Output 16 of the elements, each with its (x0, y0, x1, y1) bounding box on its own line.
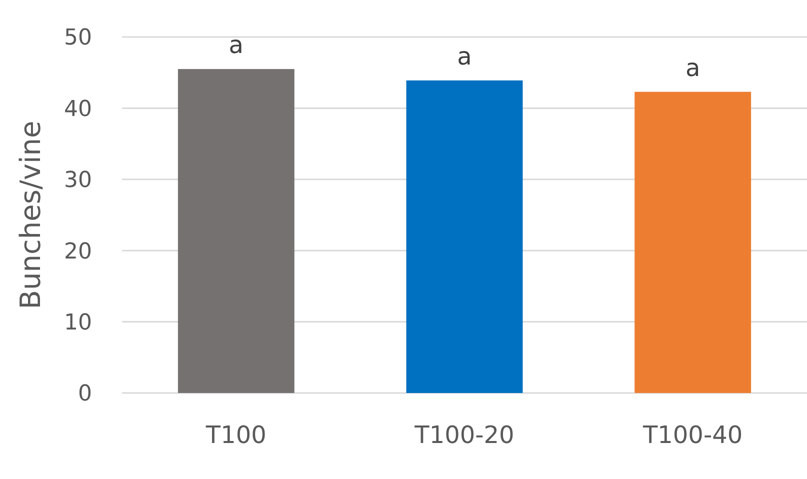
y-tick-label: 20 (64, 239, 92, 264)
y-tick-label: 40 (64, 96, 92, 122)
y-tick-label: 30 (64, 168, 92, 194)
annotation: a (457, 42, 472, 70)
y-tick-label: 0 (78, 382, 92, 407)
x-tick-label: T100-20 (414, 421, 514, 449)
x-tick-label: T100 (204, 421, 266, 449)
annotation: a (685, 54, 700, 82)
annotation: a (228, 31, 244, 60)
y-axis-title: Bunches/vine (14, 120, 47, 310)
y-tick-label: 50 (64, 26, 92, 51)
bar (178, 69, 294, 393)
y-tick-label: 10 (64, 310, 92, 336)
bar (406, 80, 523, 393)
bar (634, 92, 752, 393)
x-tick-label: T100-40 (642, 421, 743, 449)
